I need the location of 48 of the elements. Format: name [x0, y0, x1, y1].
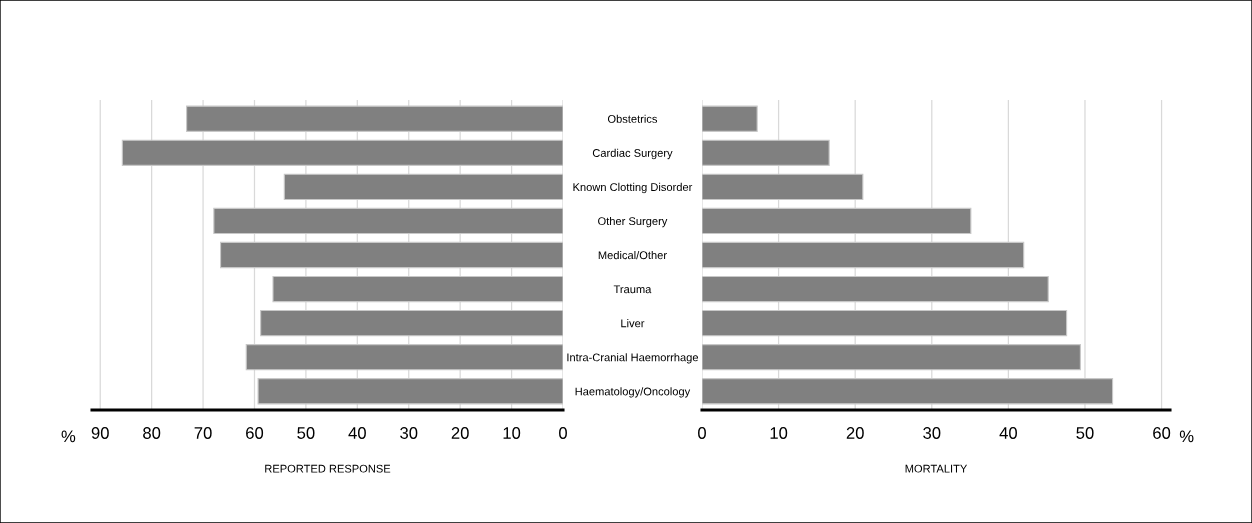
y-tick-label: Obstetrics: [607, 114, 658, 123]
bar: [260, 309, 563, 337]
bar: [245, 344, 563, 371]
y-tick-label: Medical/Other: [598, 250, 667, 260]
bar: [257, 378, 563, 405]
text: %: [1179, 430, 1194, 443]
x-tick-label: 0: [559, 427, 567, 439]
x-tick-label: 50: [297, 427, 315, 439]
bar: [702, 309, 1068, 337]
x-tick-label: 90: [91, 427, 109, 439]
bar: [283, 173, 563, 201]
y-tick-label: Cardiac Surgery: [592, 148, 673, 160]
bar: [219, 241, 563, 269]
bar: [702, 173, 864, 201]
y-tick-label: Intra-Cranial Haemorrhage: [567, 353, 699, 364]
y-tick-label: Haematology/Oncology: [575, 387, 691, 398]
x-tick-label: 30: [923, 427, 941, 439]
x-tick-label: 40: [999, 427, 1017, 439]
bar: [121, 139, 563, 166]
y-tick-label: Trauma: [613, 285, 652, 294]
x-tick-label: 10: [503, 427, 521, 439]
x-tick-label: 20: [846, 427, 864, 439]
y-tick-label: Other Surgery: [598, 216, 668, 228]
x-tick-label: 60: [1153, 427, 1171, 439]
bar: [702, 207, 972, 235]
bar: [702, 344, 1081, 371]
bar: [702, 241, 1025, 269]
bar: [213, 207, 563, 235]
x-tick-label: 40: [348, 427, 366, 439]
x-axis-title: REPORTED RESPONSE: [265, 464, 391, 473]
x-tick-label: 70: [194, 427, 212, 439]
bar: [186, 105, 563, 132]
x-tick-label: 10: [770, 427, 788, 439]
text: %: [61, 430, 76, 443]
x-tick-label: 50: [1076, 427, 1094, 439]
bar: [702, 139, 830, 166]
x-tick-label: 80: [143, 427, 161, 439]
x-tick-label: 20: [451, 427, 469, 439]
y-tick-label: Liver: [621, 319, 645, 328]
bar: [702, 378, 1114, 405]
x-tick-label: 60: [246, 427, 264, 439]
x-tick-label: 30: [400, 427, 418, 439]
bar: [272, 275, 563, 303]
bar: [702, 275, 1049, 303]
x-tick-label: 0: [698, 427, 706, 439]
bar: [702, 105, 758, 132]
y-tick-label: Known Clotting Disorder: [573, 182, 693, 194]
x-axis-title: MORTALITY: [905, 464, 968, 473]
